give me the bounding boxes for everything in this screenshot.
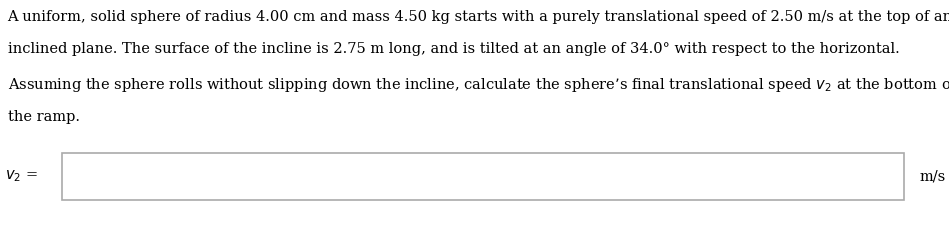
Text: inclined plane. The surface of the incline is 2.75 m long, and is tilted at an a: inclined plane. The surface of the incli…: [8, 42, 900, 56]
Text: A uniform, solid sphere of radius 4.00 cm and mass 4.50 kg starts with a purely : A uniform, solid sphere of radius 4.00 c…: [8, 10, 949, 24]
FancyBboxPatch shape: [62, 153, 904, 200]
Text: $v_2$ =: $v_2$ =: [5, 169, 38, 184]
Text: the ramp.: the ramp.: [8, 110, 80, 124]
Text: Assuming the sphere rolls without slipping down the incline, calculate the spher: Assuming the sphere rolls without slippi…: [8, 76, 949, 94]
Text: m/s: m/s: [920, 169, 946, 184]
